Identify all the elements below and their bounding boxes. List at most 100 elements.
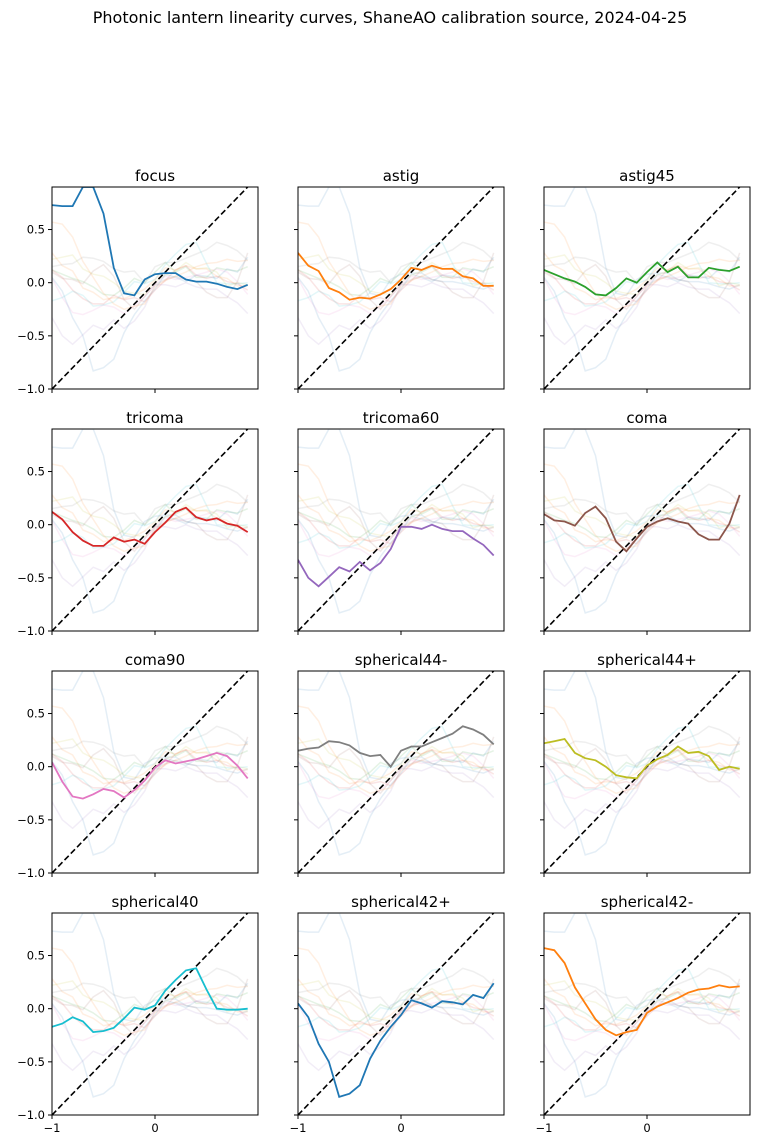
subplot-title: spherical42- [601,893,694,911]
subplot-title: astig45 [619,167,675,185]
background-line-spherical42+ [52,740,249,856]
plot-lines [52,429,249,631]
subplot-spherical44+: spherical44+ [540,651,751,877]
background-line-spherical42- [52,705,248,795]
y-tick-label: 0.0 [27,1002,45,1016]
background-line-spherical42- [52,221,248,311]
series-line-tricoma [52,506,249,547]
subplot-spherical42+: spherical42+ −1 0 [290,893,505,1135]
background-line-coma [298,252,495,311]
y-tick-label: 0.5 [27,223,45,237]
background-line-coma90 [298,752,495,800]
y-tick-label: −0.5 [17,1055,45,1069]
background-line-spherical42- [544,705,740,795]
background-line-tricoma60 [544,523,741,588]
reference-line [298,187,495,389]
reference-line [52,671,249,873]
background-line-spherical44- [544,967,741,1010]
background-line-tricoma60 [52,1007,249,1072]
background-line-coma [298,736,495,795]
subplot-spherical42-: spherical42- −1 0 [536,893,751,1135]
subplot-title: coma90 [125,651,185,669]
subplot-astig: astig [294,167,505,393]
y-tick-label: −1.0 [17,866,45,880]
background-line-spherical42+ [298,740,495,856]
background-line-spherical42+ [544,498,741,614]
y-tick-label: −0.5 [17,329,45,343]
subplot-spherical40: spherical40 −1 0 −1.0 −0.5 0.0 0.5 [17,893,259,1135]
background-line-tricoma [52,264,249,305]
plot-lines [52,187,249,389]
background-line-spherical40 [52,725,248,791]
series-line-coma [544,494,741,553]
background-line-spherical42+ [544,740,741,856]
plot-area [544,671,750,873]
subplot-title: astig [383,167,420,185]
subplot-title: spherical44+ [597,651,697,669]
background-line-coma90 [52,994,249,1042]
background-line-spherical44- [544,483,741,526]
background-line-coma90 [52,510,249,558]
background-line-focus [298,671,494,781]
reference-line [52,913,249,1115]
plot-lines [52,671,249,873]
background-line-spherical44- [52,967,249,1010]
background-line-spherical42+ [298,256,495,372]
plot-area [52,187,258,389]
x-tick-label: −1 [290,1121,307,1135]
background-line-spherical42- [544,221,740,311]
x-tick-label: 0 [397,1121,404,1135]
background-line-astig [52,252,248,301]
reference-line [298,913,495,1115]
series-line-spherical42+ [298,982,495,1099]
background-line-focus [544,429,740,539]
background-line-coma90 [298,268,495,316]
background-line-astig [52,494,248,543]
series-line-spherical44- [298,725,495,769]
plot-area [544,187,750,389]
x-tick-label: −1 [44,1121,61,1135]
background-line-coma [52,252,249,311]
background-line-astig [544,736,740,785]
y-tick-label: 0.0 [27,518,45,532]
background-line-tricoma [52,990,249,1031]
reference-line [298,671,495,873]
subplot-tricoma60: tricoma60 [294,409,505,635]
background-line-astig [544,252,740,301]
subplot-coma90: coma90 −1.0 −0.5 0.0 0.5 [17,651,259,880]
background-line-spherical44- [298,967,495,1010]
background-line-coma90 [544,994,741,1042]
background-line-tricoma [52,748,249,789]
y-tick-label: −0.5 [17,813,45,827]
background-line-spherical42- [298,221,494,311]
y-tick-label: 0.5 [27,465,45,479]
background-line-spherical40 [52,483,248,549]
y-tick-label: 0.5 [27,949,45,963]
background-line-coma [298,978,495,1037]
background-line-astig45 [298,987,494,1023]
background-line-coma [544,736,741,795]
background-line-tricoma [298,264,495,305]
background-line-spherical40 [298,967,494,1033]
background-line-spherical40 [544,967,740,1033]
subplot-title: tricoma [126,409,183,427]
background-line-astig [544,494,740,543]
background-line-coma90 [298,510,495,558]
background-line-tricoma60 [544,765,741,830]
figure-title: Photonic lantern linearity curves, Shane… [92,8,688,27]
plot-area [298,187,504,389]
background-line-spherical42- [52,947,248,1037]
plot-area [298,429,504,631]
background-line-astig [298,736,494,785]
background-line-coma90 [298,994,495,1042]
background-line-spherical42+ [544,256,741,372]
plot-lines [298,913,495,1115]
background-line-astig45 [52,503,248,539]
background-line-focus [544,913,740,1023]
background-line-spherical40 [298,241,494,307]
plot-lines [298,429,495,631]
background-line-spherical40 [544,241,740,307]
y-tick-label: −0.5 [17,571,45,585]
subplot-astig45: astig45 [540,167,751,393]
